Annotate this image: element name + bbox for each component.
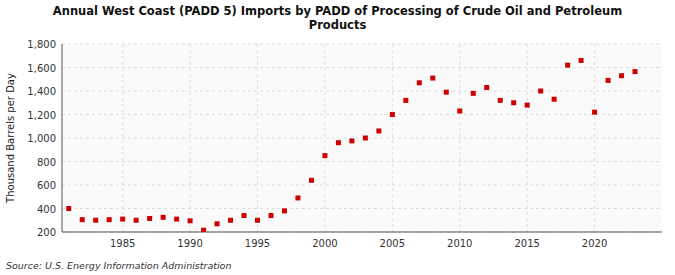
point [511, 100, 516, 105]
point [538, 89, 543, 94]
point [457, 108, 462, 113]
y-tick-label: 600 [37, 180, 56, 191]
point [107, 217, 112, 222]
point [390, 112, 395, 117]
point [215, 221, 220, 226]
plot-area [62, 44, 662, 232]
point [525, 103, 530, 108]
point [349, 138, 354, 143]
y-grid-line [62, 67, 662, 68]
y-tick-label: 400 [37, 204, 56, 215]
tick-labels: 200 400 600 800 1,000 1,200 1,400 1,600 1,800 198… [27, 39, 607, 249]
point [268, 213, 273, 218]
point [134, 218, 139, 223]
point [619, 73, 624, 78]
point [552, 97, 557, 102]
point [336, 140, 341, 145]
x-tick-label: 2020 [582, 238, 607, 249]
point [174, 217, 179, 222]
points [66, 58, 637, 232]
point [606, 78, 611, 83]
point [242, 213, 247, 218]
point [376, 128, 381, 133]
chart: 200 400 600 800 1,000 1,200 1,400 1,600 1,800 198… [0, 0, 675, 275]
x-tick-label: 2000 [312, 238, 337, 249]
point [322, 153, 327, 158]
point [592, 110, 597, 115]
point [295, 195, 300, 200]
point [471, 91, 476, 96]
point [188, 218, 193, 223]
x-tick-label: 1990 [177, 238, 202, 249]
point [147, 216, 152, 221]
point [430, 76, 435, 81]
point [444, 90, 449, 95]
point [80, 217, 85, 222]
y-axis-line [62, 44, 63, 232]
x-grid-line [527, 44, 528, 232]
x-tick-label: 2005 [380, 238, 405, 249]
x-grid-line [459, 44, 460, 232]
point [363, 136, 368, 141]
point [282, 208, 287, 213]
y-tick-label: 1,200 [27, 110, 56, 121]
y-tick-label: 1,400 [27, 86, 56, 97]
y-grid-line [62, 91, 662, 92]
point [93, 218, 98, 223]
point [579, 58, 584, 63]
point [417, 80, 422, 85]
x-grid-line [392, 44, 393, 232]
y-axis-label: Thousand Barrels per Day [5, 73, 16, 204]
point [633, 69, 638, 74]
x-grid-line [594, 44, 595, 232]
y-tick-label: 1,600 [27, 63, 56, 74]
y-grid-line [62, 138, 662, 139]
y-grid-line [62, 161, 662, 162]
grid [62, 44, 662, 232]
y-tick-label: 200 [37, 227, 56, 238]
y-grid-line [62, 208, 662, 209]
y-tick-label: 800 [37, 157, 56, 168]
y-grid-line [62, 232, 662, 233]
title: Annual West Coast (PADD 5) Imports by PA… [53, 4, 622, 32]
x-grid-line [122, 44, 123, 232]
x-grid-line [324, 44, 325, 232]
x-tick-label: 1995 [245, 238, 270, 249]
point [403, 98, 408, 103]
point [498, 98, 503, 103]
x-tick-label: 2010 [447, 238, 472, 249]
point [255, 218, 260, 223]
point [565, 63, 570, 68]
point [484, 85, 489, 90]
point [201, 228, 206, 232]
y-grid-line [62, 185, 662, 186]
x-tick-label: 1985 [110, 238, 135, 249]
point [228, 218, 233, 223]
source-note: Source: U.S. Energy Information Administ… [6, 260, 231, 271]
point [161, 215, 166, 220]
y-grid-line [62, 114, 662, 115]
y-grid-line [62, 44, 662, 45]
x-axis-line [62, 232, 662, 233]
x-grid-line [190, 44, 191, 232]
point [120, 217, 125, 222]
x-tick-label: 2015 [514, 238, 539, 249]
point [66, 206, 71, 211]
y-tick-label: 1,000 [27, 133, 56, 144]
x-grid-line [257, 44, 258, 232]
point [309, 178, 314, 183]
y-tick-label: 1,800 [27, 39, 56, 50]
